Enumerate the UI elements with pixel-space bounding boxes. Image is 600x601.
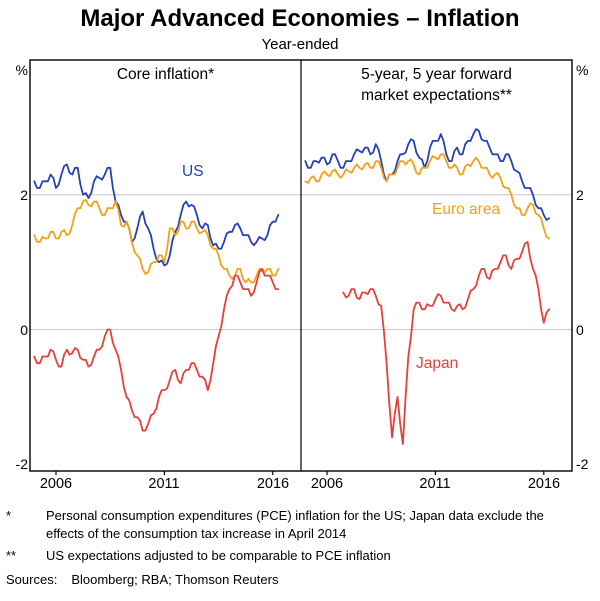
x-axis-label-right-2006: 2006: [310, 476, 344, 492]
chart-subtitle: Year-ended: [261, 36, 339, 53]
series-line-left-euro-area: [33, 198, 280, 284]
series-line-right-japan: [342, 241, 551, 445]
x-axis-label-left-2006: 2006: [39, 476, 73, 492]
footnotes: * Personal consumption expenditures (PCE…: [0, 507, 600, 589]
footnote-2: ** US expectations adjusted to be compar…: [0, 547, 600, 565]
y-axis-label-right--2: -2: [576, 456, 589, 472]
series-line-right-euro-area: [304, 153, 551, 240]
series-label-euro-area: Euro area: [432, 201, 501, 218]
panel-label-market-expectations: 5-year, 5 year forward market expectatio…: [301, 64, 572, 106]
x-axis-label-left-2011: 2011: [148, 476, 180, 492]
sources-text: Bloomberg; RBA; Thomson Reuters: [71, 571, 279, 587]
panel-label-line-2: market expectations**: [361, 87, 512, 104]
chart-area: Core inflation* 5-year, 5 year forward m…: [0, 55, 600, 500]
y-axis-label-right-2: 2: [576, 187, 584, 203]
page-title: Major Advanced Economies – Inflation: [80, 5, 520, 32]
series-line-left-japan: [33, 268, 280, 432]
footnote-1-marker: *: [6, 508, 12, 523]
sources-label: Sources:: [6, 571, 58, 587]
series-line-left-us: [33, 163, 280, 267]
y-axis-label-left-2: 2: [20, 187, 28, 203]
y-axis-label-right-0: 0: [576, 322, 584, 338]
series-label-japan: Japan: [416, 355, 459, 372]
series-label-us: US: [182, 163, 204, 180]
y-axis-label-left-0: 0: [20, 322, 28, 338]
panel-label-line-1: 5-year, 5 year forward: [361, 66, 512, 83]
y-axis-label-left--2: -2: [15, 456, 28, 472]
sources-line: Sources: Bloomberg; RBA; Thomson Reuters: [0, 571, 600, 589]
y-axis-unit-left: %: [15, 62, 28, 78]
y-axis-unit-right: %: [576, 62, 589, 78]
footnote-1-text: Personal consumption expenditures (PCE) …: [46, 508, 544, 541]
x-axis-label-right-2011: 2011: [419, 476, 451, 492]
footnote-2-text: US expectations adjusted to be comparabl…: [46, 547, 391, 563]
footnote-2-marker: **: [6, 547, 17, 563]
series-line-right-us: [304, 128, 551, 221]
chart-canvas: [29, 59, 573, 475]
x-axis-label-right-2016: 2016: [527, 476, 561, 492]
footnote-1: * Personal consumption expenditures (PCE…: [0, 507, 600, 543]
panel-label-core-inflation: Core inflation*: [116, 66, 215, 83]
x-axis-label-left-2016: 2016: [256, 476, 290, 492]
